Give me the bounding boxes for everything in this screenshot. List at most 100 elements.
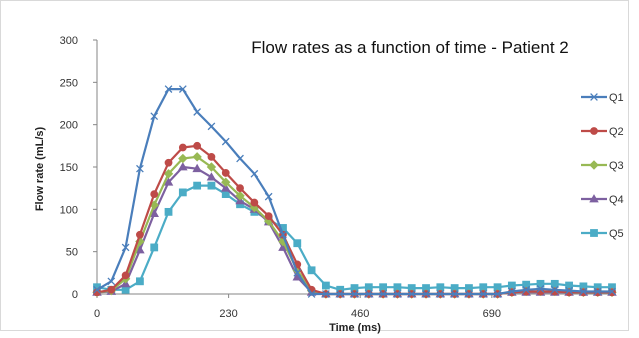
data-point-q2 xyxy=(236,184,244,193)
data-point-q1 xyxy=(450,290,459,298)
legend-marker-q5 xyxy=(590,229,598,237)
legend-item-q5: Q5 xyxy=(581,228,624,240)
data-point-q1 xyxy=(264,192,273,201)
data-point-q1 xyxy=(364,290,373,298)
data-point-q3 xyxy=(178,153,188,164)
data-point-q1 xyxy=(565,286,573,295)
data-point-q1 xyxy=(579,287,588,296)
legend-item-q4: Q4 xyxy=(581,194,624,206)
chart-title: Flow rates as a function of time - Patie… xyxy=(251,38,568,57)
data-point-q5 xyxy=(321,281,330,290)
y-tick-label: 0 xyxy=(72,289,78,301)
data-point-q1 xyxy=(522,285,531,294)
data-point-q1 xyxy=(379,290,387,298)
legend-label-q5: Q5 xyxy=(609,228,624,240)
data-point-q1 xyxy=(207,122,216,131)
data-point-q4 xyxy=(149,208,159,217)
data-point-q5 xyxy=(550,279,559,288)
legend-label-q2: Q2 xyxy=(609,126,624,138)
y-tick-label: 100 xyxy=(60,204,78,216)
data-point-q2 xyxy=(250,198,259,207)
series-q1 xyxy=(93,85,616,298)
data-point-q2 xyxy=(121,271,130,280)
data-point-q4 xyxy=(220,183,231,192)
data-point-q2 xyxy=(107,285,116,294)
legend-label-q3: Q3 xyxy=(609,160,624,172)
data-point-q1 xyxy=(608,287,616,296)
data-point-q4 xyxy=(163,177,174,186)
x-tick-label: 0 xyxy=(94,308,100,320)
data-point-q3 xyxy=(206,162,217,172)
legend-marker-q4 xyxy=(589,194,599,203)
chart-border xyxy=(0,0,629,331)
data-point-q1 xyxy=(293,268,302,277)
data-point-q1 xyxy=(107,277,116,286)
legend-marker-q2 xyxy=(590,127,598,135)
data-point-q1 xyxy=(178,85,187,93)
x-tick-label: 230 xyxy=(219,308,237,320)
data-point-q2 xyxy=(193,141,202,150)
x-tick-label: 690 xyxy=(483,308,501,320)
data-point-q1 xyxy=(221,137,230,146)
data-point-q5 xyxy=(164,207,173,216)
data-point-q4 xyxy=(206,172,217,181)
data-point-q1 xyxy=(250,169,259,178)
data-point-q1 xyxy=(393,290,402,298)
data-point-q3 xyxy=(192,152,202,162)
data-point-q3 xyxy=(235,191,245,201)
data-point-q3 xyxy=(221,177,231,187)
data-point-q2 xyxy=(150,190,159,198)
data-point-q1 xyxy=(536,285,545,293)
data-point-q1 xyxy=(550,285,559,294)
data-point-q5 xyxy=(121,285,130,294)
data-point-q4 xyxy=(192,163,202,173)
data-point-q1 xyxy=(150,112,159,121)
data-point-q1 xyxy=(407,290,416,298)
series-layer xyxy=(92,85,617,299)
data-point-q3 xyxy=(163,169,174,179)
legend: Q1 Q2 Q3 Q4 Q5 xyxy=(581,92,624,240)
data-point-q1 xyxy=(236,154,244,163)
legend-item-q1: Q1 xyxy=(581,92,624,104)
y-tick-label: 200 xyxy=(60,120,78,132)
data-point-q2 xyxy=(207,152,216,161)
data-point-q1 xyxy=(136,164,144,173)
data-point-q1 xyxy=(422,290,430,298)
data-point-q4 xyxy=(178,162,188,171)
data-point-q1 xyxy=(493,290,502,298)
data-point-q2 xyxy=(264,212,273,221)
data-point-q1 xyxy=(193,108,201,116)
data-point-q5 xyxy=(150,243,159,252)
data-point-q1 xyxy=(593,287,602,296)
data-point-q1 xyxy=(479,290,488,298)
data-point-q2 xyxy=(136,230,144,239)
y-axis-title: Flow rate (mL/s) xyxy=(34,126,46,211)
data-point-q1 xyxy=(508,287,516,296)
y-tick-label: 150 xyxy=(60,162,78,174)
legend-label-q4: Q4 xyxy=(609,194,624,206)
data-point-q1 xyxy=(307,290,316,298)
legend-marker-q3 xyxy=(589,160,599,170)
legend-item-q3: Q3 xyxy=(581,160,624,172)
data-point-q5 xyxy=(293,239,302,248)
data-point-q5 xyxy=(207,181,216,190)
data-point-q1 xyxy=(121,243,130,252)
legend-item-q2: Q2 xyxy=(581,126,624,138)
data-point-q1 xyxy=(336,290,345,298)
data-point-q1 xyxy=(164,85,173,93)
data-point-q5 xyxy=(136,277,144,286)
data-point-q2 xyxy=(164,158,173,167)
legend-marker-q1 xyxy=(590,93,598,101)
y-tick-label: 50 xyxy=(66,247,78,259)
x-axis-title: Time (ms) xyxy=(329,322,381,334)
data-point-q1 xyxy=(436,290,445,298)
x-tick-label: 460 xyxy=(351,308,369,320)
y-tick-label: 250 xyxy=(60,77,78,89)
data-point-q1 xyxy=(322,290,330,298)
series-q5 xyxy=(93,181,616,294)
legend-label-q1: Q1 xyxy=(609,92,624,104)
data-point-q5 xyxy=(178,188,187,197)
data-point-q2 xyxy=(221,169,230,177)
